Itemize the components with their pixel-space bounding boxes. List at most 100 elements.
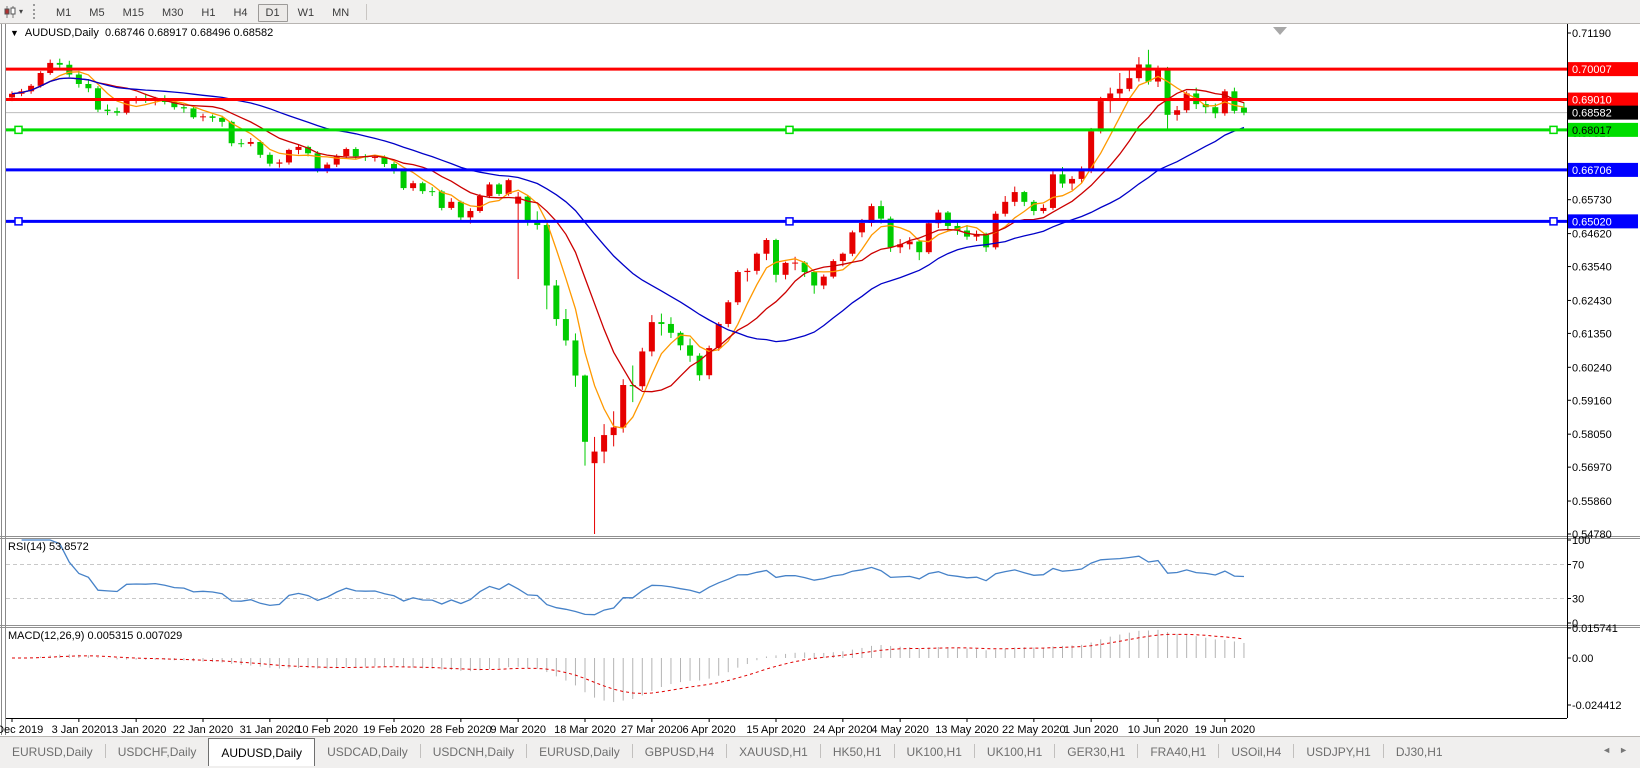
timeframe-h1[interactable]: H1 [201, 6, 216, 19]
chart-shift-marker[interactable] [1273, 27, 1287, 35]
toolbar-separator [366, 3, 368, 20]
date-label: 22 Jan 2020 [173, 724, 234, 736]
tab-separator [1293, 744, 1295, 758]
timeframe-d1[interactable]: D1 [257, 3, 288, 22]
tab-separator [1218, 744, 1220, 758]
tab-usdjpy-h1[interactable]: USDJPY,H1 [1306, 745, 1371, 759]
price-tick: 0.54780 [1572, 529, 1612, 541]
date-label: 25 Dec 2019 [0, 724, 43, 736]
rsi-line [21, 539, 1245, 616]
chart-title-ohlc: 0.68746 0.68917 0.68496 0.68582 [105, 27, 274, 39]
timeframe-buttons: M1 M5 M15 M30 H1 H4 D1 W1 MN [47, 3, 358, 22]
tab-eurusd-daily[interactable]: EURUSD,Daily [539, 745, 620, 759]
price-label-0.69010 [1568, 92, 1638, 107]
tab-uk100-h1[interactable]: UK100,H1 [986, 745, 1043, 759]
price-tick: 0.55860 [1572, 496, 1612, 508]
price-tick: 0.58050 [1572, 429, 1612, 441]
tab-scroll-right-icon[interactable]: ► [1619, 745, 1628, 755]
timeframe-m15[interactable]: M15 [122, 6, 144, 19]
price-label-0.65020 [1568, 214, 1638, 229]
date-label: 22 May 2020 [1002, 724, 1066, 736]
tab-fra40-h1[interactable]: FRA40,H1 [1150, 745, 1207, 759]
date-label: 15 Apr 2020 [746, 724, 805, 736]
price-label-0.66706 [1568, 162, 1638, 177]
macd-indicator-label: MACD(12,26,9) 0.005315 0.007029 [8, 630, 183, 642]
tab-audusd-daily[interactable]: AUDUSD,Daily [208, 738, 316, 766]
chart-title: ▼ AUDUSD,Daily 0.68746 0.68917 0.68496 0.… [10, 27, 273, 39]
candlestick-chart-icon [4, 5, 16, 18]
tab-hk50-h1[interactable]: HK50,H1 [832, 745, 882, 759]
price-tick: 0.62430 [1572, 295, 1612, 307]
price-axis: 0.711900.679200.657300.646200.635400.624… [1567, 28, 1638, 541]
date-label: 31 Jan 2020 [240, 724, 301, 736]
tab-usdchf-daily[interactable]: USDCHF,Daily [117, 745, 197, 759]
tab-xauusd-h1[interactable]: XAUUSD,H1 [739, 745, 808, 759]
date-label: 19 Feb 2020 [363, 724, 425, 736]
tab-separator [1137, 744, 1139, 758]
price-tick: 0.60240 [1572, 362, 1612, 374]
timeframe-m1[interactable]: M1 [56, 6, 72, 19]
svg-text:0.00: 0.00 [1572, 653, 1593, 665]
tab-usdcad-daily[interactable]: USDCAD,Daily [327, 745, 408, 759]
timeframe-m5[interactable]: M5 [89, 6, 105, 19]
tab-scroll-left-icon[interactable]: ◄ [1602, 745, 1612, 755]
price-tick: 0.64620 [1572, 229, 1612, 241]
tab-separator [526, 744, 528, 758]
date-label: 18 Mar 2020 [554, 724, 616, 736]
date-label: 24 Apr 2020 [813, 724, 872, 736]
svg-text:0.015741: 0.015741 [1572, 623, 1618, 635]
tab-separator [631, 744, 633, 758]
tab-dj30-h1[interactable]: DJ30,H1 [1395, 745, 1443, 759]
chart-title-symbol: AUDUSD,Daily [24, 27, 99, 39]
candles [9, 49, 1247, 534]
svg-text:-0.024412: -0.024412 [1572, 700, 1622, 712]
rsi-panel: 100 70 30 0 [6, 535, 1590, 630]
date-label: 28 Feb 2020 [430, 724, 492, 736]
chart-type-button[interactable]: ▾ [0, 5, 27, 19]
ma-line-slow[interactable] [11, 77, 1245, 343]
tab-separator [893, 744, 895, 758]
tab-uk100-h1[interactable]: UK100,H1 [906, 745, 962, 759]
tab-eurusd-daily[interactable]: EURUSD,Daily [12, 745, 93, 759]
svg-text:70: 70 [1572, 560, 1584, 572]
svg-text:30: 30 [1572, 594, 1584, 606]
tab-usdcnh-daily[interactable]: USDCNH,Daily [432, 745, 515, 759]
rsi-indicator-label: RSI(14) 53.8572 [8, 541, 89, 553]
tab-separator [819, 744, 821, 758]
svg-text:0.66706: 0.66706 [1572, 165, 1612, 177]
timeframe-mn[interactable]: MN [332, 6, 350, 19]
tab-ger30-h1[interactable]: GER30,H1 [1067, 745, 1126, 759]
panel-borders [0, 24, 1640, 735]
current-price-label [1568, 105, 1638, 120]
tab-separator [1382, 744, 1384, 758]
svg-text:0.68582: 0.68582 [1572, 108, 1612, 120]
ma-line-medium[interactable] [11, 77, 1245, 393]
macd-signal-line [12, 633, 1245, 695]
svg-text:0.68017: 0.68017 [1572, 125, 1612, 137]
tab-separator [419, 744, 421, 758]
tab-usoil-h4[interactable]: USOil,H4 [1231, 745, 1282, 759]
timeframe-w1[interactable]: W1 [297, 6, 315, 19]
symbol-dropdown-icon[interactable]: ▼ [10, 28, 19, 38]
date-label: 4 May 2020 [871, 724, 928, 736]
date-label: 27 Mar 2020 [621, 724, 683, 736]
price-label-0.68017 [1568, 122, 1638, 137]
timeframe-toolbar: ▾ M1 M5 M15 M30 H1 H4 D1 W1 MN [0, 0, 1640, 24]
date-label: 9 Mar 2020 [490, 724, 546, 736]
chevron-down-icon: ▾ [19, 7, 24, 16]
svg-text:0.69010: 0.69010 [1572, 95, 1612, 107]
horizontal-lines [6, 27, 1567, 226]
toolbar-grip-handle[interactable] [33, 4, 39, 19]
tab-gbpusd-h4[interactable]: GBPUSD,H4 [644, 745, 715, 759]
price-tick: 0.61350 [1572, 328, 1612, 340]
svg-text:0.70007: 0.70007 [1572, 64, 1612, 76]
timeframe-h4[interactable]: H4 [233, 6, 248, 19]
ma-line-fast[interactable] [11, 71, 1245, 429]
date-label: 10 Jun 2020 [1128, 724, 1189, 736]
tab-separator [973, 744, 975, 758]
timeframe-m30[interactable]: M30 [161, 6, 184, 19]
macd-panel: 0.015741 0.00 -0.024412 [12, 623, 1622, 712]
chart-tab-bar: EURUSD,Daily USDCHF,Daily AUDUSD,Daily USDC… [0, 736, 1640, 768]
